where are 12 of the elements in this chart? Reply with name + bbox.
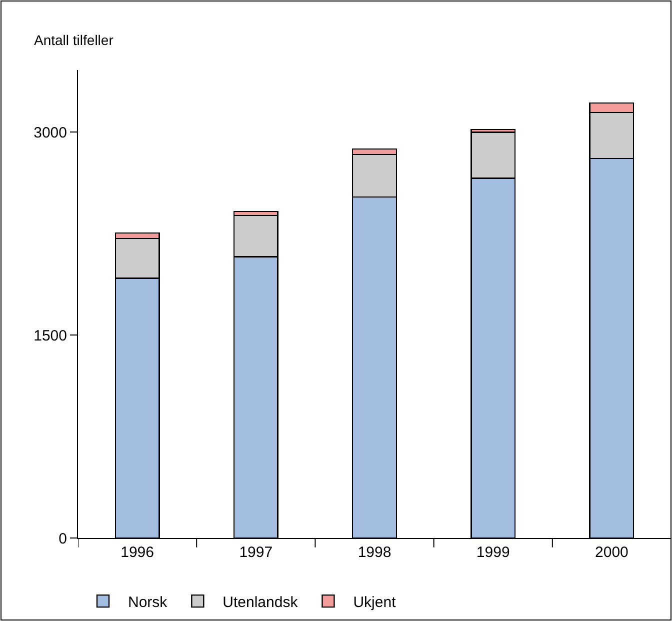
legend-label: Ukjent <box>353 594 397 611</box>
y-tick-label: 0 <box>58 530 67 548</box>
x-tick-label: 1998 <box>358 544 392 561</box>
x-tick-label: 1999 <box>476 544 510 561</box>
x-tick-label: 1996 <box>120 544 154 561</box>
y-tick-label: 1500 <box>34 327 67 344</box>
x-tick-label: 1997 <box>239 544 273 561</box>
x-tick-label: 2000 <box>595 544 628 561</box>
y-axis-title: Antall tilfeller <box>34 32 114 48</box>
y-tick-label: 3000 <box>34 124 67 142</box>
legend-label: Utenlandsk <box>222 594 298 611</box>
legend-label: Norsk <box>128 594 168 611</box>
